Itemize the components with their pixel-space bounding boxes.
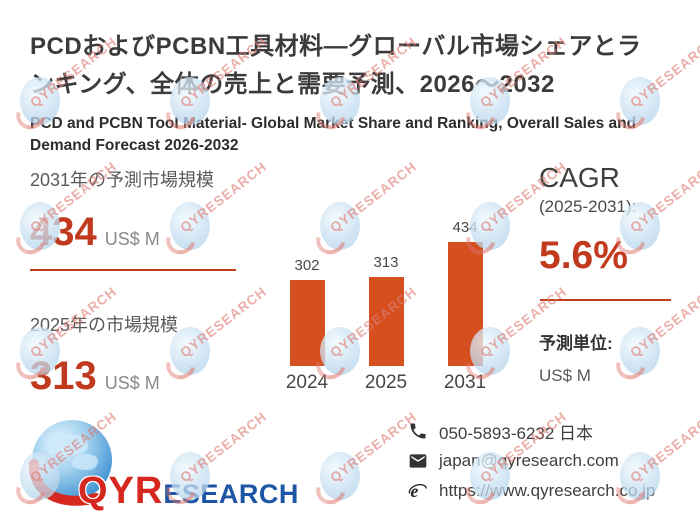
- page-title-english: PCD and PCBN Tool Material- Global Marke…: [30, 115, 637, 154]
- left-divider: [30, 269, 236, 271]
- forecast-size-unit: US$ M: [104, 229, 160, 249]
- watermark-swoosh: [311, 470, 351, 510]
- forecast-size-label: 2031年の予測市場規模: [30, 170, 215, 190]
- email-row: japan@qyresearch.com: [408, 450, 655, 472]
- current-size-label: 2025年の市場規模: [30, 315, 179, 335]
- website-url[interactable]: https://www.qyresearch.co.jp: [439, 481, 656, 500]
- logo-text-qyr: QYR: [78, 470, 164, 512]
- watermark-globe-icon: [620, 327, 660, 375]
- chart-x-axis: 2024 2025 2031: [272, 372, 500, 394]
- current-size-unit: US$ M: [104, 373, 160, 393]
- current-size-value: 313: [30, 354, 97, 398]
- watermark-swoosh: [161, 345, 201, 385]
- watermark-swoosh: [611, 345, 651, 385]
- watermark-text: QYRESEARCH: [627, 158, 700, 236]
- cagr-value: 5.6%: [539, 234, 628, 277]
- watermark-text: QYRESEARCH: [327, 408, 420, 486]
- forecast-unit-label: 予測単位:: [539, 334, 613, 353]
- watermark-globe-icon: [320, 452, 360, 500]
- phone-number[interactable]: 050-5893-6232 日本: [439, 423, 594, 443]
- bar-group-2024: 302: [272, 216, 342, 366]
- email-address[interactable]: japan@qyresearch.com: [439, 451, 619, 470]
- bar-value-label: 302: [294, 257, 320, 274]
- forecast-size-value-row: 434 US$ M: [30, 212, 160, 252]
- forecast-unit-value: US$ M: [539, 366, 591, 385]
- phone-row: 050-5893-6232 日本: [408, 420, 655, 443]
- cagr-period: (2025-2031):: [539, 197, 637, 216]
- watermark-swoosh: [161, 220, 201, 260]
- contact-block: 050-5893-6232 日本 japan@qyresearch.com e …: [408, 420, 655, 502]
- x-tick-2025: 2025: [364, 372, 408, 393]
- qyresearch-watermark: QYRESEARCH: [611, 284, 700, 385]
- current-size-value-row: 313 US$ M: [30, 356, 160, 396]
- phone-icon: [410, 423, 426, 439]
- watermark-text: QYRESEARCH: [177, 283, 270, 361]
- browser-icon: e: [408, 481, 427, 501]
- x-tick-2024: 2024: [285, 372, 329, 393]
- cagr-title: CAGR: [539, 162, 620, 193]
- qyresearch-logo: QYR ESEARCH: [28, 416, 298, 512]
- x-tick-2031: 2031: [443, 372, 487, 393]
- page-title-japanese: PCDおよびPCBN工具材料—グローバル市場シェアとランキング、全体の売上と需要…: [30, 33, 642, 98]
- website-row: e https://www.qyresearch.co.jp: [408, 480, 655, 502]
- bar-group-2025: 313: [351, 216, 421, 366]
- watermark-text: QYRESEARCH: [627, 283, 700, 361]
- market-size-bar-chart: 302 313 434: [272, 216, 500, 366]
- right-divider: [540, 299, 671, 301]
- bar-2024: [289, 280, 325, 366]
- bar-value-label: 434: [452, 219, 478, 236]
- logo-wordmark: QYR ESEARCH: [78, 470, 299, 513]
- email-icon: [409, 454, 427, 468]
- bar-group-2031: 434: [430, 216, 500, 366]
- bar-2031: [447, 242, 483, 366]
- bar-value-label: 313: [373, 254, 399, 271]
- bar-2025: [368, 277, 404, 366]
- logo-text-esearch: ESEARCH: [163, 479, 299, 509]
- svg-text:e: e: [411, 481, 419, 501]
- watermark-globe-icon: [170, 202, 210, 250]
- forecast-size-value: 434: [30, 210, 97, 254]
